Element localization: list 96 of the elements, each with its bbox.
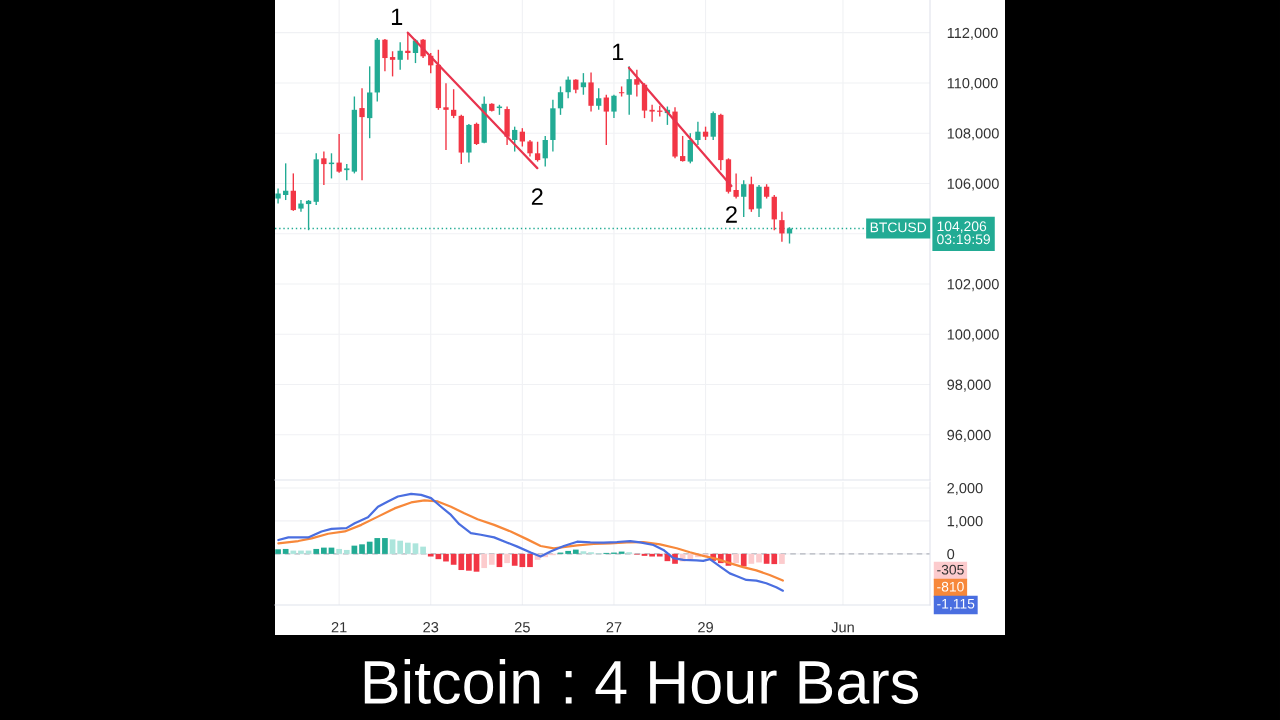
candlestick bbox=[626, 65, 632, 116]
bar bbox=[779, 553, 785, 564]
bar bbox=[321, 547, 327, 554]
candlestick bbox=[397, 41, 403, 71]
y-tick-label: 106,000 bbox=[947, 178, 999, 191]
bar bbox=[488, 553, 495, 565]
candlestick bbox=[603, 94, 609, 146]
y-tick-label: 108,000 bbox=[947, 128, 999, 141]
candlestick bbox=[565, 75, 571, 99]
x-tick-label: 23 bbox=[423, 622, 439, 633]
text: -305 bbox=[937, 564, 964, 575]
bar bbox=[458, 553, 465, 571]
bar bbox=[282, 548, 289, 554]
candlestick bbox=[382, 38, 388, 73]
text: -1,115 bbox=[937, 598, 975, 611]
bar bbox=[580, 551, 587, 554]
bar bbox=[771, 553, 778, 565]
y-tick-label: 1,000 bbox=[947, 516, 983, 529]
y-tick-label: 96,000 bbox=[947, 429, 991, 442]
bar bbox=[389, 539, 396, 554]
text: 03:19:59 bbox=[937, 234, 990, 245]
x-tick-label: 27 bbox=[606, 622, 622, 633]
bar bbox=[313, 548, 320, 554]
candlestick bbox=[733, 172, 739, 200]
candlestick bbox=[275, 187, 281, 205]
candlestick bbox=[611, 94, 617, 119]
ref-line-label: BTCUSD bbox=[870, 222, 927, 233]
candlestick bbox=[534, 141, 541, 163]
candlestick bbox=[649, 104, 655, 123]
candlestick bbox=[557, 85, 564, 116]
bar bbox=[397, 540, 404, 554]
candlestick bbox=[359, 87, 365, 181]
bar bbox=[649, 553, 655, 557]
candlestick bbox=[290, 172, 296, 212]
annotation: 1 bbox=[391, 8, 403, 25]
y-tick-label: 102,000 bbox=[947, 279, 999, 292]
annotation: 1 bbox=[613, 43, 624, 61]
bar bbox=[404, 542, 411, 554]
text: Bitcoin : 4 Hour Bars bbox=[364, 659, 919, 704]
bar bbox=[504, 553, 510, 564]
bar bbox=[382, 538, 388, 554]
candlestick bbox=[680, 135, 686, 163]
bar bbox=[733, 553, 739, 564]
candlestick bbox=[710, 110, 716, 141]
y-tick-label: 0 bbox=[947, 548, 955, 560]
candlestick bbox=[336, 133, 342, 174]
bar bbox=[427, 553, 434, 557]
annotation: 2 bbox=[531, 188, 543, 205]
bar bbox=[336, 548, 342, 554]
line-series bbox=[277, 499, 784, 582]
y-tick-label: 2,000 bbox=[947, 483, 983, 496]
x-tick-label: 21 bbox=[331, 622, 347, 633]
bar bbox=[290, 550, 297, 554]
y-tick-label: 98,000 bbox=[947, 379, 991, 392]
candlestick bbox=[634, 69, 640, 98]
text: 104,206 bbox=[937, 221, 987, 233]
candlestick bbox=[779, 211, 785, 243]
bar bbox=[275, 549, 281, 554]
y-tick-label: 110,000 bbox=[947, 78, 998, 91]
candlestick bbox=[580, 72, 587, 96]
bar bbox=[740, 553, 747, 567]
candlestick bbox=[450, 88, 457, 119]
candlestick bbox=[756, 184, 762, 218]
line-series bbox=[277, 492, 784, 592]
candlestick bbox=[588, 71, 594, 113]
x-tick-label: 25 bbox=[514, 622, 530, 633]
candlestick bbox=[389, 50, 396, 78]
bar bbox=[565, 550, 571, 554]
annotation: 2 bbox=[726, 206, 737, 223]
y-tick-label: 112,000 bbox=[947, 27, 998, 40]
candlestick bbox=[687, 132, 693, 165]
bar bbox=[466, 553, 472, 571]
candlestick bbox=[542, 135, 548, 168]
bar bbox=[359, 544, 365, 554]
candlestick bbox=[321, 150, 327, 186]
bar bbox=[412, 543, 419, 554]
bar bbox=[481, 553, 488, 569]
bar bbox=[572, 549, 579, 554]
y-tick-label: 100,000 bbox=[947, 329, 999, 342]
bar bbox=[420, 546, 426, 554]
candlestick bbox=[443, 82, 449, 151]
candlestick bbox=[596, 87, 602, 111]
x-tick-label: Jun bbox=[831, 622, 854, 633]
candlestick bbox=[741, 179, 747, 218]
candlestick bbox=[695, 120, 701, 146]
x-tick-label: 29 bbox=[698, 622, 713, 633]
text: -810 bbox=[937, 581, 964, 592]
bar bbox=[343, 549, 350, 554]
bar bbox=[298, 550, 304, 554]
bar bbox=[443, 553, 449, 562]
candlestick bbox=[512, 125, 518, 153]
bar bbox=[656, 553, 663, 557]
candlestick bbox=[771, 194, 777, 231]
bar bbox=[527, 553, 533, 568]
candlestick bbox=[473, 121, 480, 146]
bar bbox=[756, 553, 762, 563]
